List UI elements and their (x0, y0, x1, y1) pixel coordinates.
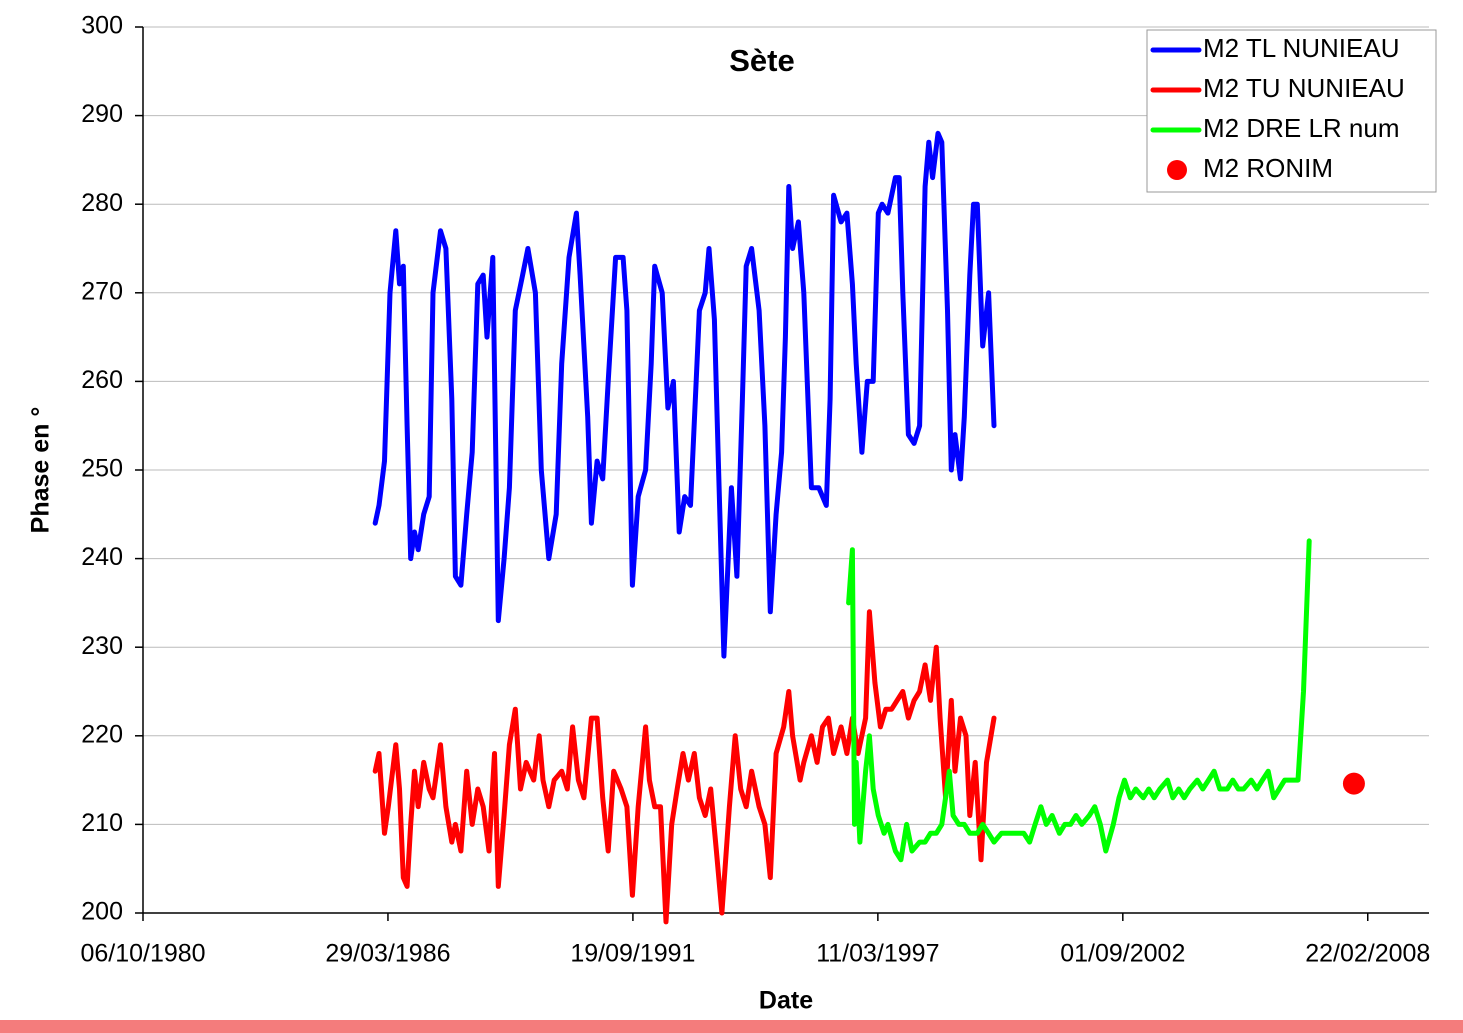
y-tick-label: 260 (81, 366, 123, 394)
legend-label: M2 TL NUNIEAU (1203, 33, 1400, 63)
legend-label: M2 RONIM (1203, 153, 1333, 183)
x-tick-label: 22/02/2008 (1305, 940, 1430, 968)
y-axis-title: Phase en ° (27, 407, 55, 534)
x-tick-label: 11/03/1997 (816, 940, 939, 968)
series-line (846, 538, 1312, 863)
legend-label: M2 DRE LR num (1203, 113, 1400, 143)
data-point (1342, 772, 1365, 795)
y-tick-label: 240 (81, 543, 123, 571)
y-tick-label: 210 (81, 809, 123, 837)
legend: M2 TL NUNIEAU M2 TU NUNIEAU M2 DRE LR num M… (1146, 29, 1437, 193)
y-tick-label: 200 (81, 898, 123, 926)
y-tick-label: 250 (81, 455, 123, 483)
y-tick-label: 280 (81, 189, 123, 217)
y-tick-label: 220 (81, 720, 123, 748)
legend-swatch (1167, 160, 1187, 180)
chart-title: Sète (729, 43, 794, 78)
y-tick-label: 300 (81, 12, 123, 40)
y-tick-label: 230 (81, 632, 123, 660)
legend-label: M2 TU NUNIEAU (1203, 73, 1405, 103)
x-tick-label: 29/03/1986 (325, 940, 450, 968)
series-line (372, 130, 997, 659)
series-line (372, 609, 997, 925)
x-tick-label: 01/09/2002 (1060, 940, 1185, 968)
x-tick-label: 19/09/1991 (570, 940, 695, 968)
x-tick-label: 06/10/1980 (80, 940, 205, 968)
y-tick-label: 270 (81, 277, 123, 305)
x-axis-title: Date (759, 987, 813, 1015)
y-tick-label: 290 (81, 100, 123, 128)
legend-box (1146, 29, 1437, 193)
bottom-strip (0, 1020, 1463, 1033)
